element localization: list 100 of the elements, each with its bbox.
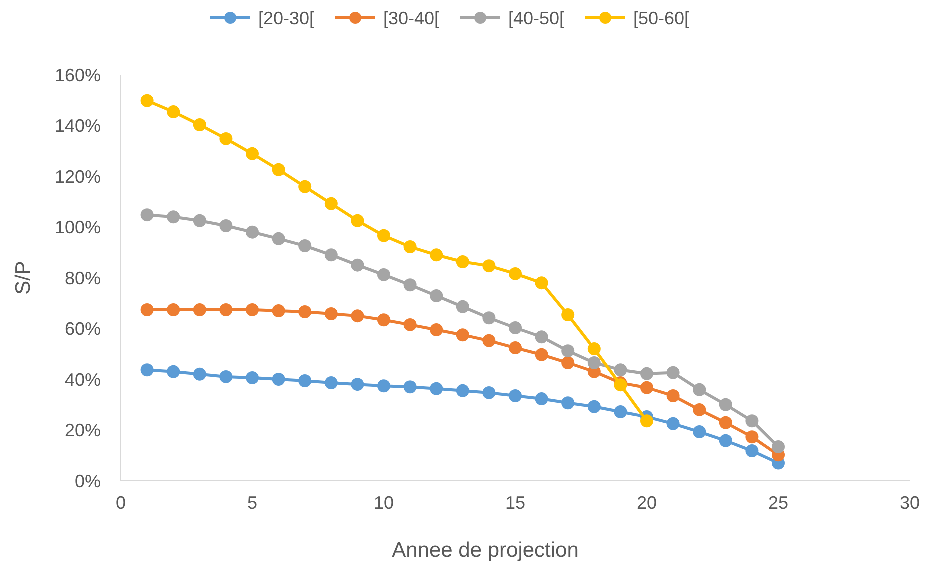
y-tick-label: 80% bbox=[64, 268, 101, 288]
point bbox=[588, 356, 601, 370]
x-tick-label: 20 bbox=[636, 493, 658, 513]
point bbox=[719, 434, 732, 448]
point bbox=[378, 268, 390, 282]
point bbox=[562, 356, 575, 370]
point bbox=[535, 330, 548, 344]
point bbox=[272, 232, 286, 246]
point bbox=[220, 219, 233, 232]
legend-label: [30-40[ bbox=[384, 8, 440, 28]
point bbox=[430, 324, 444, 337]
y-tick-label: 60% bbox=[64, 319, 101, 340]
point bbox=[562, 344, 575, 358]
y-axis-title: S/P bbox=[12, 261, 35, 295]
point bbox=[167, 210, 180, 224]
point bbox=[246, 371, 259, 384]
point bbox=[430, 290, 444, 303]
point bbox=[746, 444, 759, 458]
point bbox=[614, 364, 628, 377]
point bbox=[324, 248, 338, 262]
point bbox=[640, 414, 654, 428]
point bbox=[482, 312, 496, 325]
x-tick-label: 5 bbox=[247, 493, 258, 513]
point bbox=[509, 342, 522, 355]
point bbox=[193, 118, 206, 132]
point bbox=[430, 382, 444, 396]
x-tick-label: 0 bbox=[116, 493, 126, 513]
point bbox=[298, 180, 312, 194]
y-tick-label: 120% bbox=[54, 166, 101, 187]
point bbox=[719, 416, 732, 430]
point bbox=[220, 303, 233, 316]
point bbox=[482, 334, 496, 348]
point bbox=[614, 405, 628, 418]
point bbox=[246, 303, 259, 316]
point bbox=[272, 304, 286, 318]
point bbox=[246, 147, 259, 160]
point bbox=[378, 229, 390, 242]
point bbox=[588, 342, 601, 356]
point bbox=[272, 163, 286, 176]
legend-label: [20-30[ bbox=[258, 8, 315, 28]
y-tick-label: 40% bbox=[64, 370, 101, 390]
legend-label: [50-60[ bbox=[634, 8, 690, 28]
legend-label: [40-50[ bbox=[508, 8, 565, 28]
point bbox=[482, 386, 496, 400]
point bbox=[719, 398, 732, 412]
point bbox=[746, 414, 759, 428]
point bbox=[640, 367, 654, 380]
x-tick-label: 30 bbox=[900, 493, 920, 513]
point bbox=[456, 384, 470, 398]
point bbox=[246, 226, 259, 239]
point bbox=[535, 392, 548, 406]
point bbox=[456, 256, 470, 269]
point bbox=[404, 380, 417, 394]
point bbox=[351, 378, 364, 392]
point bbox=[140, 94, 154, 108]
x-axis-title: Annee de projection bbox=[392, 539, 579, 562]
point bbox=[430, 248, 444, 262]
y-tick-label: 100% bbox=[54, 218, 101, 238]
x-tick-label: 10 bbox=[374, 493, 394, 513]
point bbox=[509, 267, 522, 280]
point bbox=[562, 396, 575, 410]
point bbox=[298, 306, 312, 319]
point bbox=[272, 373, 286, 386]
point bbox=[193, 214, 206, 228]
x-tick-label: 25 bbox=[768, 493, 789, 513]
point bbox=[693, 426, 706, 439]
point bbox=[456, 328, 470, 342]
point bbox=[351, 258, 364, 272]
point bbox=[220, 132, 233, 146]
y-tick-label: 0% bbox=[74, 471, 101, 492]
point bbox=[588, 400, 601, 414]
point bbox=[693, 403, 706, 416]
point bbox=[456, 300, 470, 314]
point bbox=[509, 389, 522, 402]
point bbox=[404, 278, 417, 292]
point bbox=[167, 365, 180, 378]
point bbox=[535, 276, 548, 290]
point bbox=[509, 321, 522, 334]
point bbox=[666, 389, 680, 402]
point bbox=[378, 380, 390, 393]
point bbox=[535, 348, 548, 362]
y-tick-label: 140% bbox=[54, 116, 101, 136]
point bbox=[746, 430, 759, 444]
point bbox=[324, 308, 338, 321]
point bbox=[640, 381, 654, 394]
point bbox=[351, 310, 364, 323]
point bbox=[220, 370, 233, 384]
point bbox=[482, 260, 496, 273]
point bbox=[167, 303, 180, 316]
point bbox=[140, 208, 154, 222]
point bbox=[193, 368, 206, 381]
point bbox=[562, 308, 575, 322]
point bbox=[324, 376, 338, 390]
point bbox=[666, 417, 680, 430]
point bbox=[167, 106, 180, 119]
point bbox=[404, 318, 417, 332]
point bbox=[772, 440, 785, 454]
point bbox=[351, 214, 364, 228]
y-tick-label: 160% bbox=[54, 65, 101, 86]
point bbox=[140, 364, 154, 377]
